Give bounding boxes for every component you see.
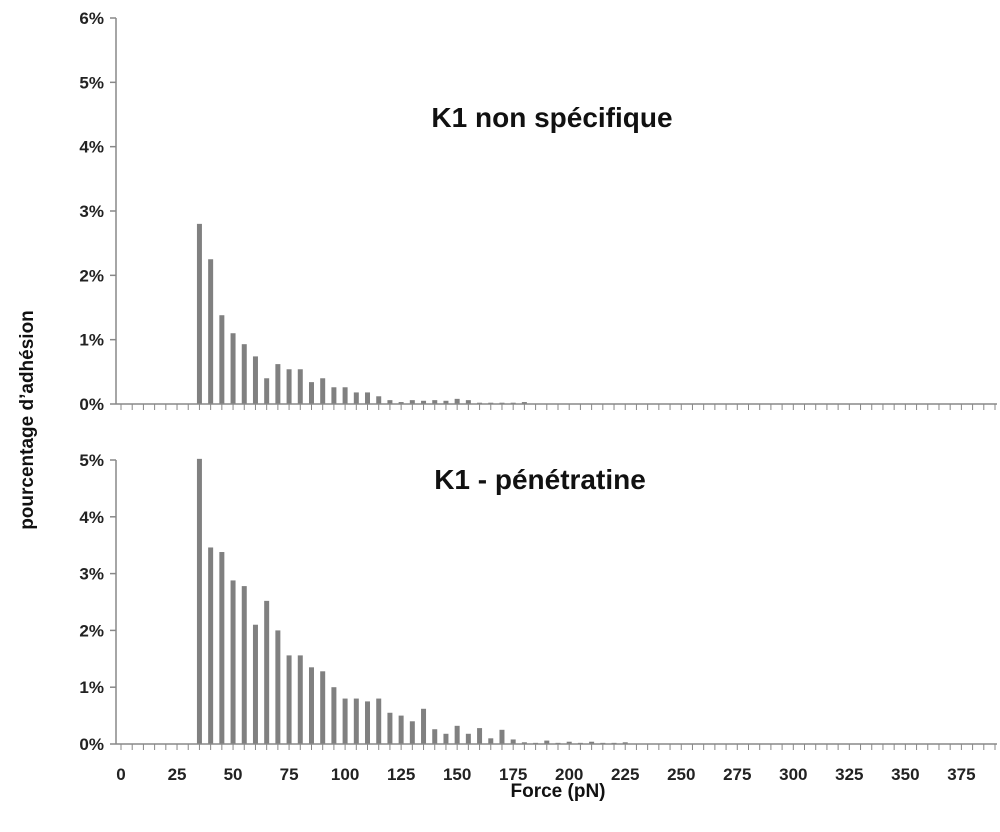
bottom-bar xyxy=(544,740,550,744)
top-bar xyxy=(454,398,460,404)
bottom-panel-title: K1 - pénétratine xyxy=(434,464,646,495)
top-bar xyxy=(387,400,393,404)
top-bar xyxy=(409,400,415,404)
top-panel: 0% 1% 2% 3% 4% 5% 6% K1 non spécifique xyxy=(79,9,997,414)
bottom-bar xyxy=(342,698,348,744)
y-axis-title: pourcentage d’adhésion xyxy=(17,310,38,530)
top-bar xyxy=(230,333,236,404)
bottom-bar xyxy=(443,733,449,744)
top-bar xyxy=(275,364,281,404)
top-bar xyxy=(521,402,527,404)
top-bar xyxy=(342,387,348,404)
top-bar xyxy=(365,392,371,404)
bottom-bar xyxy=(409,721,415,744)
top-bar xyxy=(443,400,449,404)
bottom-bar xyxy=(521,742,527,744)
top-y-tick-label: 2% xyxy=(79,266,104,285)
x-tick-label: 0 xyxy=(116,765,125,784)
bottom-bar xyxy=(376,698,382,744)
top-bar xyxy=(465,400,471,404)
bottom-y-tick-label: 2% xyxy=(79,621,104,640)
bottom-bar xyxy=(454,725,460,744)
bottom-bar xyxy=(286,655,292,744)
bottom-bar xyxy=(622,742,628,744)
x-tick-label: 75 xyxy=(280,765,299,784)
top-bar xyxy=(219,315,225,404)
bottom-bar xyxy=(499,729,505,744)
bottom-bar xyxy=(264,600,270,744)
bottom-bar xyxy=(208,547,214,744)
bottom-bar xyxy=(465,733,471,744)
x-tick-label: 275 xyxy=(723,765,751,784)
top-y-tick-label: 3% xyxy=(79,202,104,221)
top-bar xyxy=(421,400,427,404)
top-bar xyxy=(241,344,247,404)
bottom-bar xyxy=(589,741,595,744)
bottom-bar xyxy=(510,739,516,744)
bottom-y-tick-label: 3% xyxy=(79,565,104,584)
bottom-y-tick-label: 1% xyxy=(79,678,104,697)
x-tick-label: 325 xyxy=(835,765,863,784)
x-tick-label: 50 xyxy=(224,765,243,784)
top-panel-title: K1 non spécifique xyxy=(431,102,672,133)
x-tick-label: 350 xyxy=(891,765,919,784)
bottom-bar xyxy=(387,712,393,744)
top-bar xyxy=(208,259,214,404)
x-tick-label: 175 xyxy=(499,765,527,784)
bottom-bar xyxy=(365,701,371,744)
x-tick-label: 300 xyxy=(779,765,807,784)
top-bar xyxy=(252,356,258,404)
bottom-bar xyxy=(566,741,572,744)
bottom-bar xyxy=(432,729,438,744)
bottom-bar xyxy=(241,586,247,744)
top-bar xyxy=(432,400,438,404)
bottom-y-tick-label: 5% xyxy=(79,451,104,470)
top-bar xyxy=(320,378,326,404)
bottom-bar xyxy=(398,715,404,744)
x-tick-label: 200 xyxy=(555,765,583,784)
bottom-bar xyxy=(275,630,281,744)
bottom-bar xyxy=(196,458,202,744)
bottom-bar xyxy=(421,708,427,744)
top-bar xyxy=(264,378,270,404)
bottom-bar xyxy=(353,698,359,744)
top-bar xyxy=(398,402,404,404)
top-bar xyxy=(376,396,382,404)
bottom-bar xyxy=(477,728,483,744)
x-tick-label: 225 xyxy=(611,765,639,784)
x-tick-label: 125 xyxy=(387,765,415,784)
bottom-panel: 0% 1% 2% 3% 4% 5% K1 - pénétratine xyxy=(79,451,997,754)
x-tick-label: 100 xyxy=(331,765,359,784)
x-axis-title: Force (pN) xyxy=(511,781,606,802)
top-bar xyxy=(331,387,337,404)
top-bar xyxy=(308,382,314,404)
x-axis-tick-labels: 0 25 50 75 100 125 150 175 200 225 250 275 300 325 350… xyxy=(116,765,975,784)
top-bar xyxy=(196,223,202,404)
x-tick-label: 250 xyxy=(667,765,695,784)
x-tick-label: 150 xyxy=(443,765,471,784)
bottom-bar xyxy=(320,671,326,744)
top-y-tick-label: 4% xyxy=(79,138,104,157)
bottom-bar xyxy=(230,580,236,744)
bottom-bar xyxy=(219,552,225,744)
bottom-bar xyxy=(331,687,337,744)
top-bar xyxy=(353,392,359,404)
top-y-tick-label: 0% xyxy=(79,395,104,414)
bottom-bar xyxy=(252,624,258,744)
bottom-y-tick-label: 0% xyxy=(79,735,104,754)
top-y-tick-label: 5% xyxy=(79,73,104,92)
bottom-bar xyxy=(308,667,314,744)
top-y-tick-label: 1% xyxy=(79,331,104,350)
top-bar xyxy=(297,369,303,404)
bottom-bar xyxy=(488,738,494,744)
bottom-y-tick-label: 4% xyxy=(79,508,104,527)
x-tick-label: 25 xyxy=(168,765,187,784)
top-bar xyxy=(286,369,292,404)
top-y-tick-label: 6% xyxy=(79,9,104,28)
x-tick-label: 375 xyxy=(947,765,975,784)
bottom-bar xyxy=(297,655,303,744)
